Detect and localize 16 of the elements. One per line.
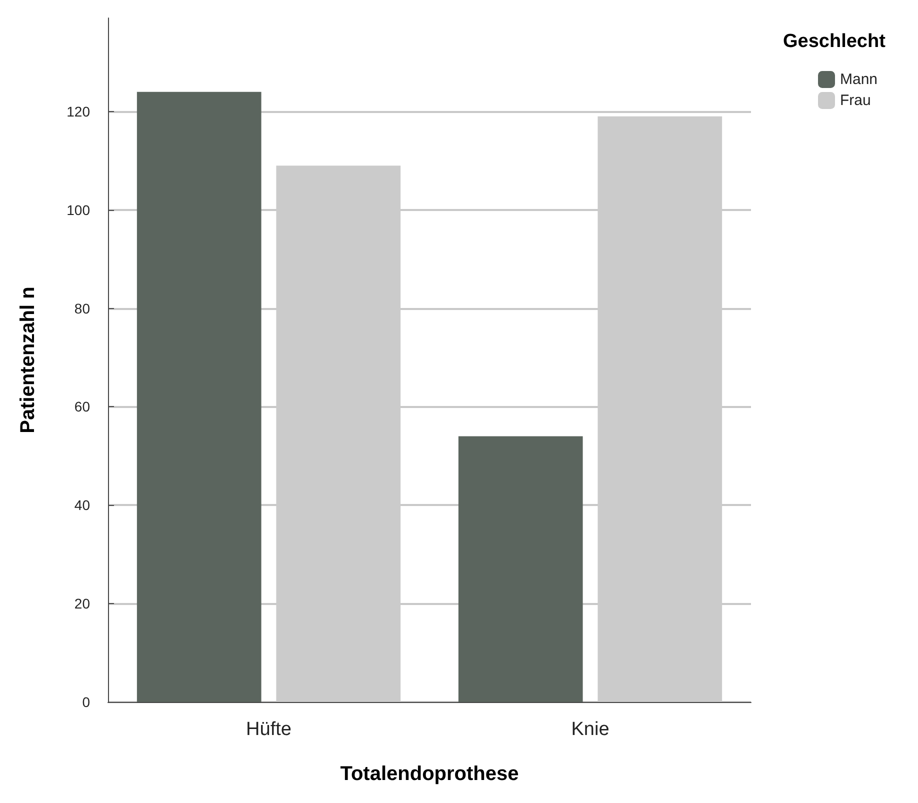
bar: [136, 92, 262, 702]
x-axis-title: Totalendoprothese: [340, 763, 519, 785]
y-tick-label: 0: [82, 694, 90, 710]
y-tick-label: 40: [74, 497, 90, 514]
y-tick-label: 80: [74, 300, 90, 316]
x-tick-label: Hüfte: [246, 719, 292, 740]
legend-title: Geschlecht: [783, 31, 886, 52]
bar: [458, 436, 583, 702]
legend-label: Mann: [840, 71, 878, 88]
y-axis-title: Patientenzahl n: [17, 286, 39, 434]
y-tick-label: 60: [74, 398, 90, 415]
y-tick-label: 20: [74, 596, 90, 612]
x-tick-label: Knie: [571, 719, 610, 740]
legend-label: Frau: [840, 92, 871, 109]
y-tick-label: 120: [66, 103, 90, 120]
y-tick-label: 100: [66, 202, 90, 218]
